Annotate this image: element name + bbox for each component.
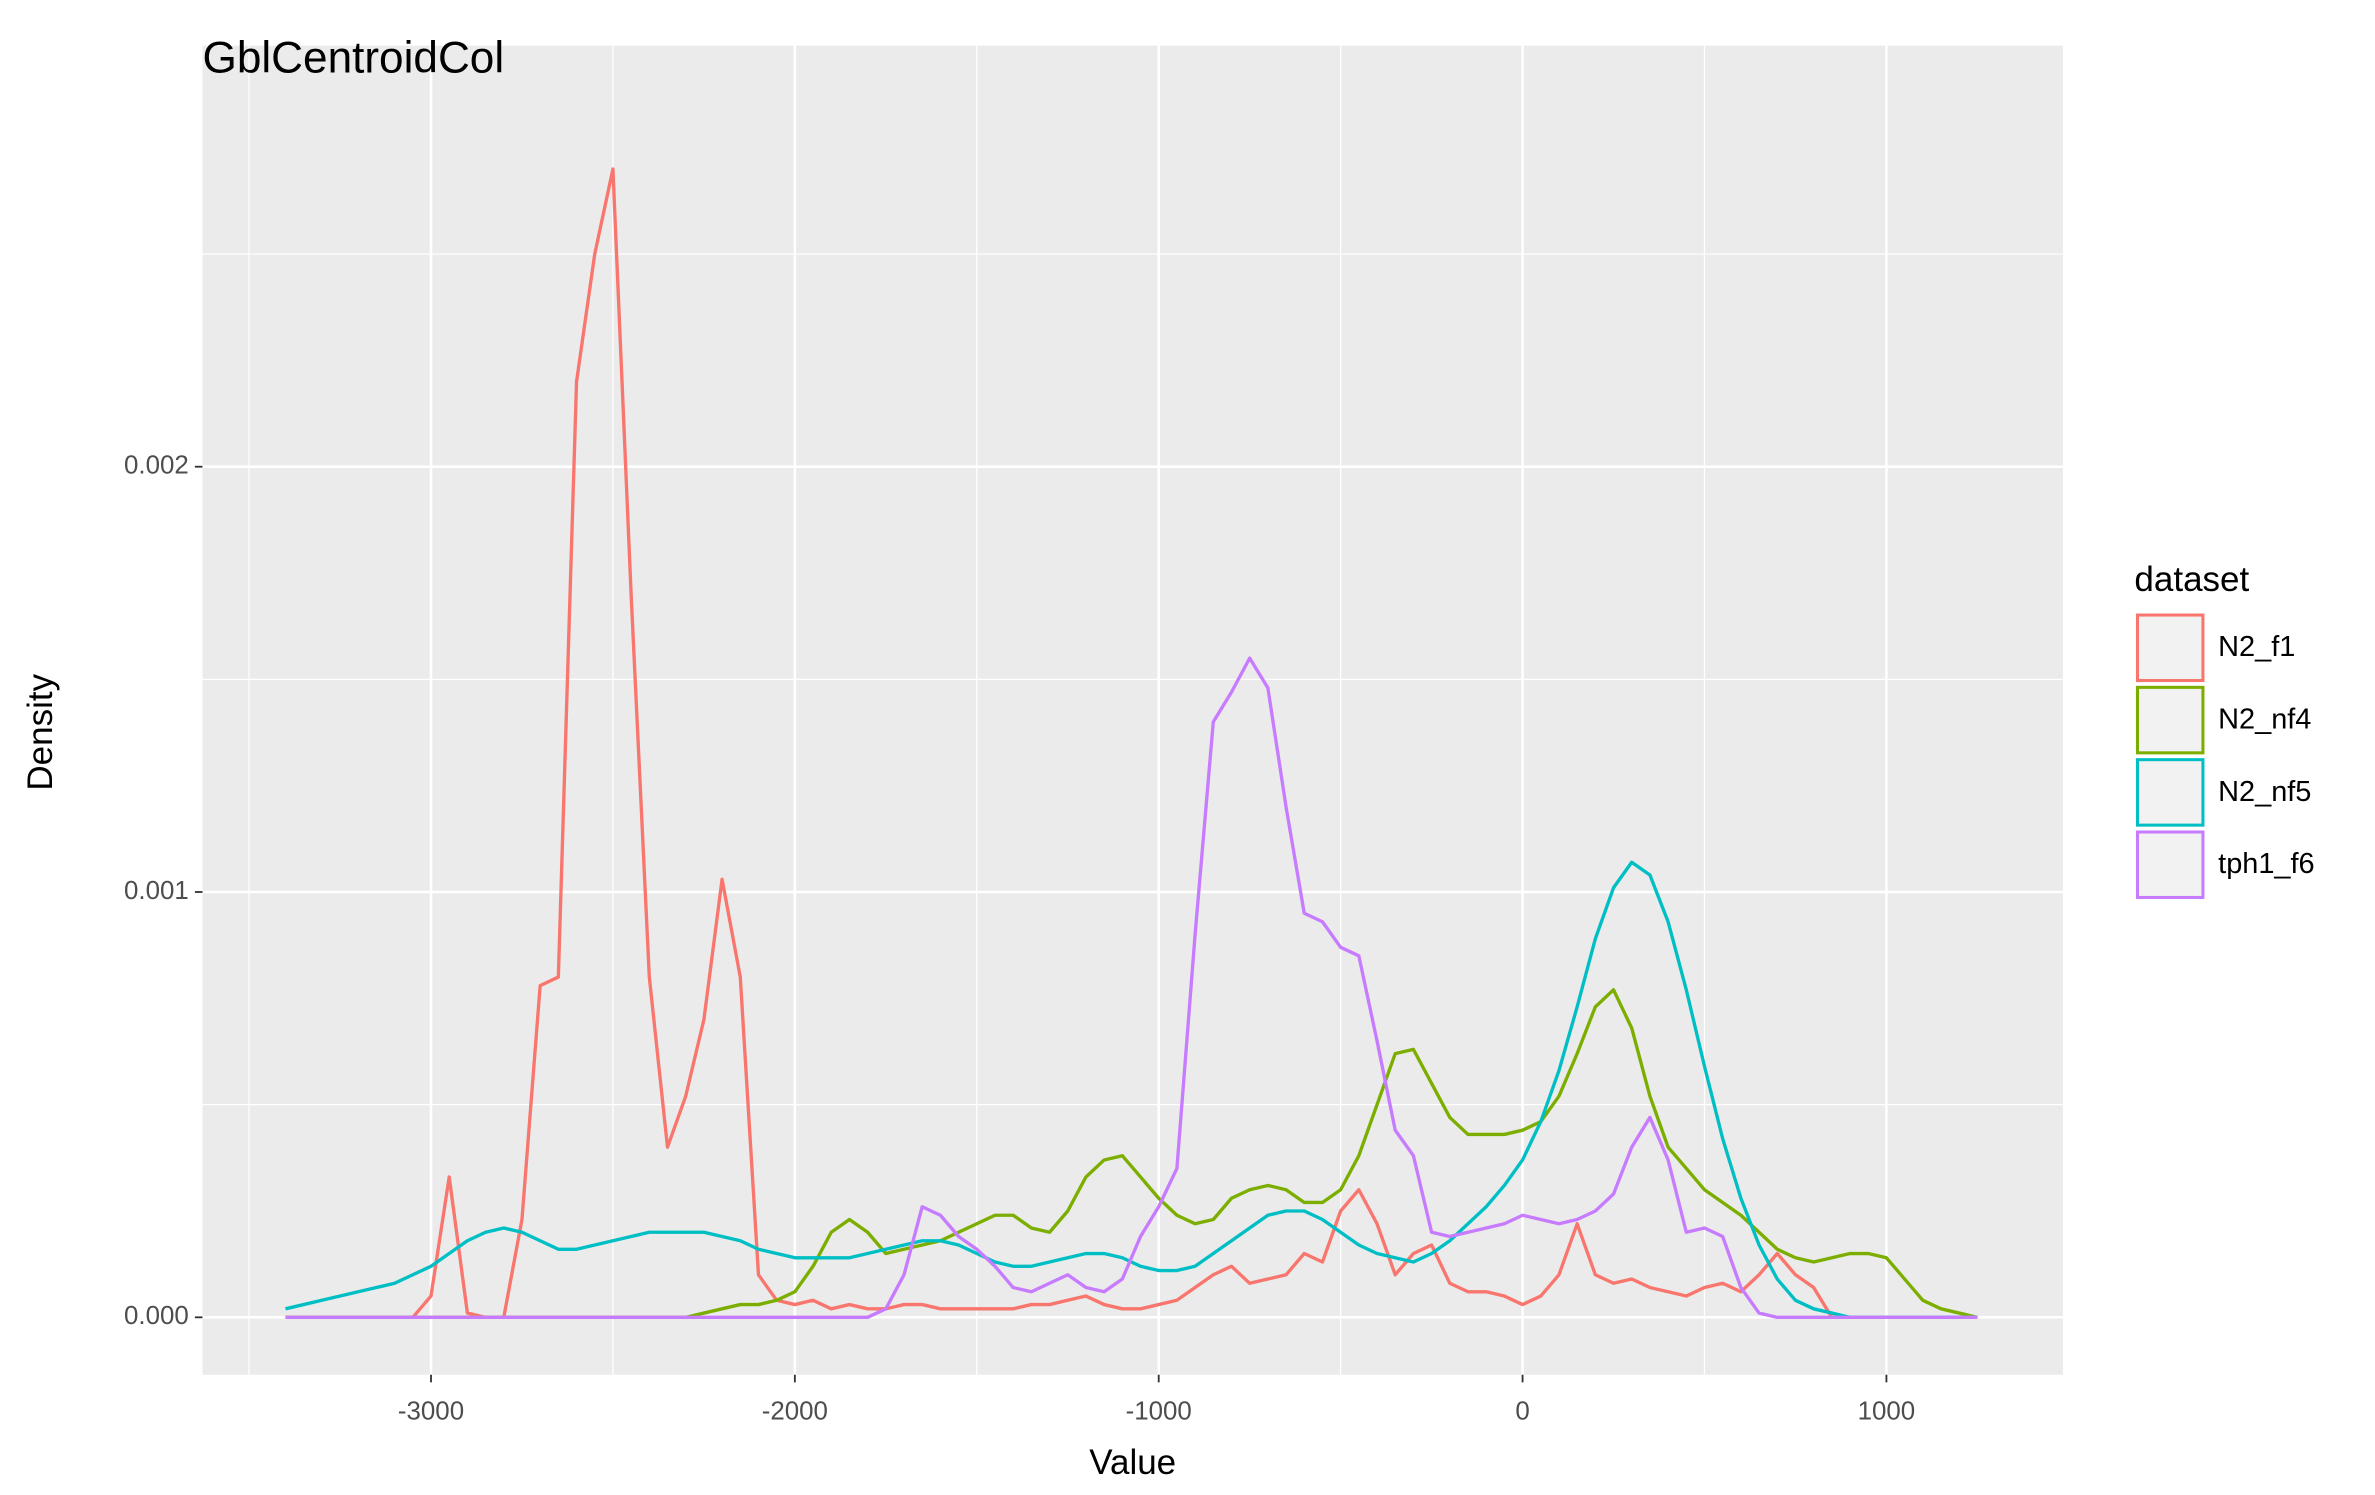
chart-title: GblCentroidCol xyxy=(203,34,505,83)
panel xyxy=(202,45,2063,1375)
legend: N2_f1 N2_nf4 N2_nf5 tph1_f6 xyxy=(2135,613,2315,899)
grid xyxy=(202,45,2063,1375)
x-axis-title: Value xyxy=(1089,1443,1176,1482)
lines xyxy=(285,167,1978,1319)
legend-label: N2_f1 xyxy=(2218,631,2295,663)
y-axis-title: Density xyxy=(21,673,60,790)
legend-key xyxy=(2135,613,2205,683)
legend-title: dataset xyxy=(2134,560,2249,599)
x-tick-label: 0 xyxy=(1515,1398,1529,1426)
x-tick-label: -1000 xyxy=(1126,1398,1192,1426)
legend-key xyxy=(2135,830,2205,899)
legend-label: tph1_f6 xyxy=(2218,848,2314,880)
density-line xyxy=(285,656,1978,1319)
x-tick-label: -3000 xyxy=(398,1398,464,1426)
legend-label: N2_nf5 xyxy=(2218,776,2311,808)
legend-label: N2_nf4 xyxy=(2218,703,2311,735)
density-line xyxy=(285,167,1978,1319)
y-tick-label: 0.001 xyxy=(124,877,189,905)
legend-key xyxy=(2135,685,2205,755)
y-tick-label: 0.002 xyxy=(124,452,189,480)
y-tick-label: 0.000 xyxy=(124,1302,189,1330)
x-tick-label: 1000 xyxy=(1858,1398,1916,1426)
legend-key xyxy=(2135,758,2205,827)
axes: -3000 -2000 -1000 0 1000 0.000 0.001 0.002 xyxy=(124,452,1915,1426)
x-tick-label: -2000 xyxy=(762,1398,828,1426)
